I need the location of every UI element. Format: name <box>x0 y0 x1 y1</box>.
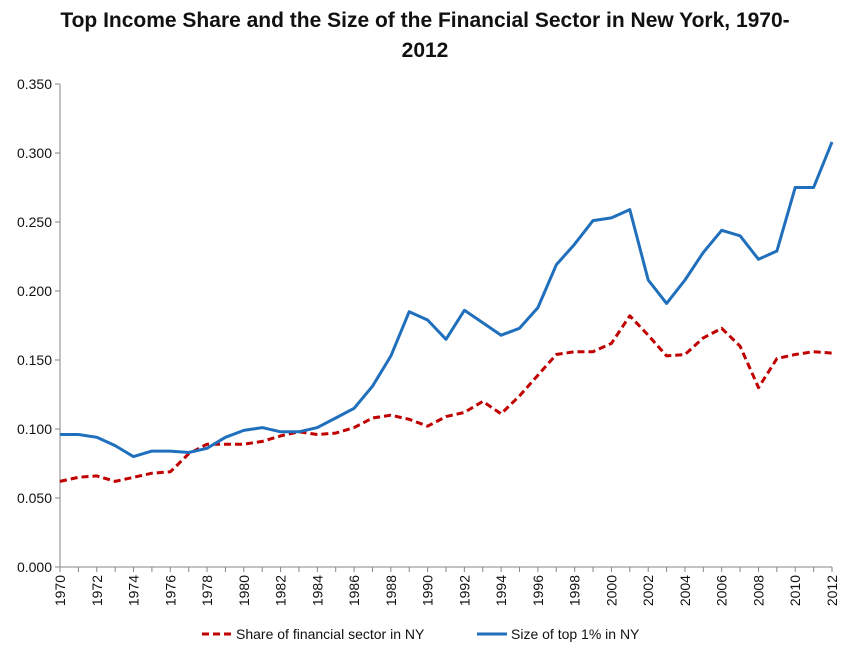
x-tick-label: 1978 <box>199 575 215 606</box>
x-tick-label: 1998 <box>567 575 583 606</box>
y-tick-label: 0.350 <box>17 76 52 92</box>
x-tick-label: 1982 <box>273 575 289 606</box>
x-tick-label: 1996 <box>530 575 546 606</box>
x-tick-label: 1988 <box>383 575 399 606</box>
legend-label: Size of top 1% in NY <box>511 626 640 642</box>
x-tick-label: 2012 <box>824 575 840 606</box>
x-tick-label: 1984 <box>309 575 325 606</box>
x-tick-label: 1992 <box>456 575 472 606</box>
x-tick-label: 1974 <box>126 575 142 606</box>
y-tick-label: 0.150 <box>17 352 52 368</box>
y-tick-label: 0.300 <box>17 145 52 161</box>
series-line-top-1-percent <box>60 141 834 459</box>
x-tick-label: 2010 <box>787 575 803 606</box>
x-tick-label: 1972 <box>89 575 105 606</box>
x-tick-label: 1994 <box>493 575 509 606</box>
y-tick-label: 0.100 <box>17 421 52 437</box>
y-tick-label: 0.200 <box>17 283 52 299</box>
x-tick-label: 1976 <box>162 575 178 606</box>
x-tick-label: 2006 <box>714 575 730 606</box>
y-tick-label: 0.000 <box>17 559 52 575</box>
x-tick-label: 1986 <box>346 575 362 606</box>
y-tick-label: 0.050 <box>17 490 52 506</box>
x-tick-label: 1970 <box>52 575 68 606</box>
x-tick-label: 2008 <box>750 575 766 606</box>
x-tick-label: 1980 <box>236 575 252 606</box>
x-tick-label: 2004 <box>677 575 693 606</box>
legend-label: Share of financial sector in NY <box>236 626 425 642</box>
x-tick-label: 1990 <box>420 575 436 606</box>
x-tick-label: 2000 <box>603 575 619 606</box>
y-tick-label: 0.250 <box>17 214 52 230</box>
x-tick-label: 2002 <box>640 575 656 606</box>
chart-title: Top Income Share and the Size of the Fin… <box>60 9 790 62</box>
